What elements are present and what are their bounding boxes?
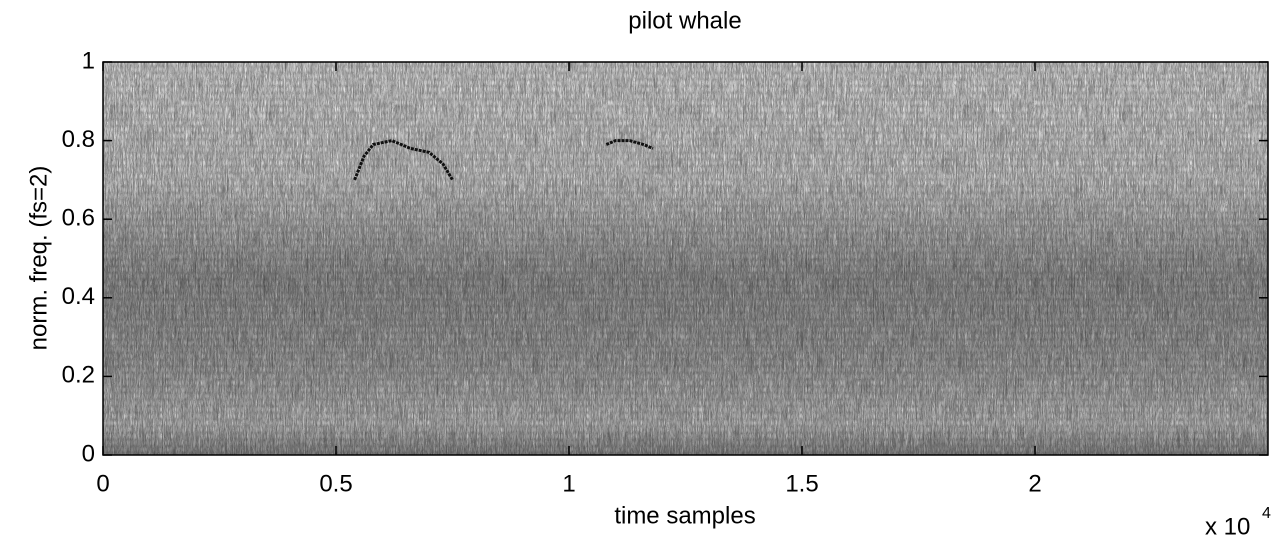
y-tick-label: 1 <box>82 47 95 74</box>
chart-title: pilot whale <box>628 7 741 34</box>
plot-frame <box>102 61 1269 456</box>
x-tick-label: 1.5 <box>785 470 818 497</box>
x-multiplier: x 10 <box>1205 513 1250 540</box>
x-axis-label: time samples <box>614 502 755 529</box>
x-tick-label: 2 <box>1028 470 1041 497</box>
y-axis-label: norm. freq. (fs=2) <box>25 166 52 351</box>
spectrogram-image <box>103 62 1268 455</box>
y-tick-label: 0 <box>82 440 95 467</box>
spectrogram-speckle <box>103 62 1268 455</box>
y-tick-label: 0.6 <box>62 205 95 232</box>
x-tick-label: 0 <box>96 470 109 497</box>
y-tick-label: 0.4 <box>62 283 95 310</box>
x-tick-label: 1 <box>562 470 575 497</box>
whistle-contour <box>353 139 454 181</box>
y-tick-label: 0.8 <box>62 126 95 153</box>
whistle-contour <box>605 139 654 150</box>
x-tick-label: 0.5 <box>319 470 352 497</box>
y-tick-label: 0.2 <box>62 362 95 389</box>
x-multiplier-exponent: 4 <box>1262 505 1271 522</box>
